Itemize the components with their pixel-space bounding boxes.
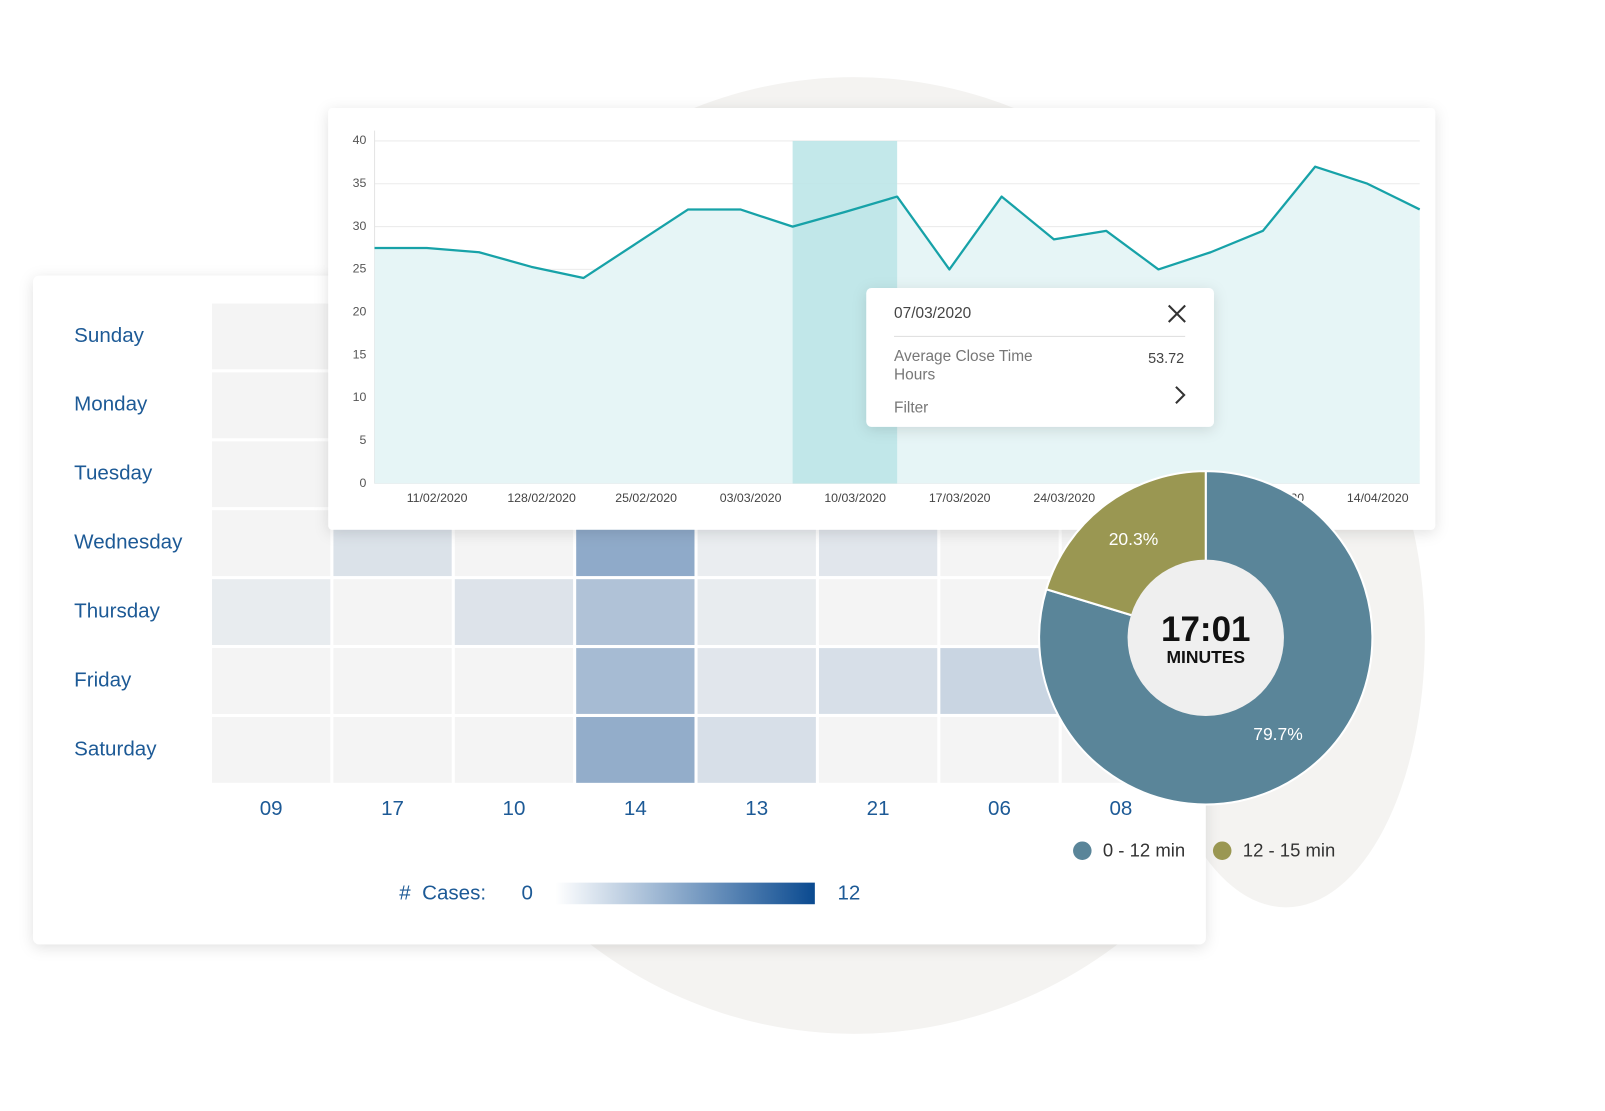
tooltip-label: Average Close Time (894, 348, 1033, 365)
x-tick-label: 10/03/2020 (824, 491, 886, 505)
heatmap-cell (333, 717, 452, 783)
row-label: Monday (74, 393, 148, 416)
heatmap-cell (818, 717, 938, 783)
heatmap-cell (212, 303, 331, 370)
heatmap-cell (576, 579, 695, 645)
pie-value-label: 20.3% (1109, 529, 1159, 549)
legend-marker (1212, 841, 1232, 860)
y-tick-label: 20 (353, 304, 367, 318)
legend-label: 12 - 15 min (1243, 840, 1336, 861)
row-label: Friday (74, 668, 132, 691)
row-label: Tuesday (74, 462, 153, 485)
heatmap-cell (818, 579, 938, 645)
y-tick-label: 40 (353, 133, 367, 147)
heatmap-cell (212, 717, 331, 783)
heatmap-cell (212, 441, 331, 508)
heatmap-cell (940, 648, 1059, 714)
colorbar (555, 882, 815, 905)
column-label: 09 (260, 797, 283, 820)
donut-hole (1127, 559, 1284, 716)
legend-label: 0 - 12 min (1103, 840, 1185, 861)
column-label: 10 (503, 797, 526, 820)
heatmap-cell (212, 648, 331, 714)
heatmap-cell (454, 648, 574, 714)
y-tick-label: 10 (353, 390, 367, 404)
heatmap-cell (697, 648, 816, 714)
column-label: 06 (988, 797, 1011, 820)
y-tick-label: 0 (359, 476, 366, 490)
heatmap-cell (454, 717, 574, 783)
y-tick-label: 35 (353, 176, 367, 190)
column-label: 08 (1109, 797, 1132, 820)
y-tick-label: 15 (353, 347, 367, 361)
row-label: Sunday (74, 324, 144, 347)
heatmap-cell (212, 372, 331, 439)
heatmap-cell (697, 717, 816, 783)
pie-value-label: 79.7% (1253, 724, 1303, 744)
y-tick-label: 30 (353, 219, 367, 233)
y-tick-label: 5 (359, 433, 366, 447)
x-tick-label: 128/02/2020 (507, 491, 576, 505)
heatmap-cell (333, 648, 452, 714)
heatmap-cell (940, 717, 1059, 783)
y-tick-label: 25 (353, 262, 367, 276)
column-label: 14 (624, 797, 647, 820)
tooltip-value: 53.72 (1148, 351, 1184, 367)
heatmap-cell (697, 579, 816, 645)
legend-marker (1073, 841, 1092, 860)
column-label: 21 (867, 797, 890, 820)
donut-center-unit: MINUTES (1166, 647, 1245, 667)
column-label: 17 (381, 797, 404, 820)
donut-center-value: 17:01 (1161, 610, 1250, 649)
heatmap-cell (576, 648, 695, 714)
heatmap-cell (454, 579, 574, 645)
x-tick-label: 14/04/2020 (1347, 491, 1409, 505)
x-tick-label: 11/02/2020 (407, 491, 468, 505)
column-label: 13 (745, 797, 768, 820)
line (374, 165, 1421, 280)
x-tick-label: 25/02/2020 (615, 491, 677, 505)
row-label: Saturday (74, 737, 157, 760)
tooltip-chevron[interactable] (1175, 386, 1186, 404)
x-tick-label: 17/03/2020 (929, 491, 991, 505)
heatmap-cell (212, 510, 331, 577)
heatmap-cell (576, 717, 695, 783)
heatmap-cell (333, 579, 452, 645)
tooltip-title: 07/03/2020 (894, 305, 971, 322)
row-label: Thursday (74, 600, 160, 623)
row-label: Wednesday (74, 531, 183, 554)
x-tick-label: 03/03/2020 (720, 491, 782, 505)
colorbar-tick-label: 0 (522, 881, 533, 904)
x-tick-label: 24/03/2020 (1033, 491, 1095, 505)
tooltip-unit: Hours (894, 367, 935, 384)
heatmap-cell (212, 579, 331, 645)
tooltip (866, 288, 1214, 427)
heatmap-cell (818, 648, 938, 714)
tooltip-close[interactable] (1167, 304, 1186, 323)
colorbar-label: # Cases: (399, 881, 486, 904)
tooltip-action[interactable]: Filter (894, 399, 928, 416)
colorbar-tick-label: 12 (837, 881, 860, 904)
